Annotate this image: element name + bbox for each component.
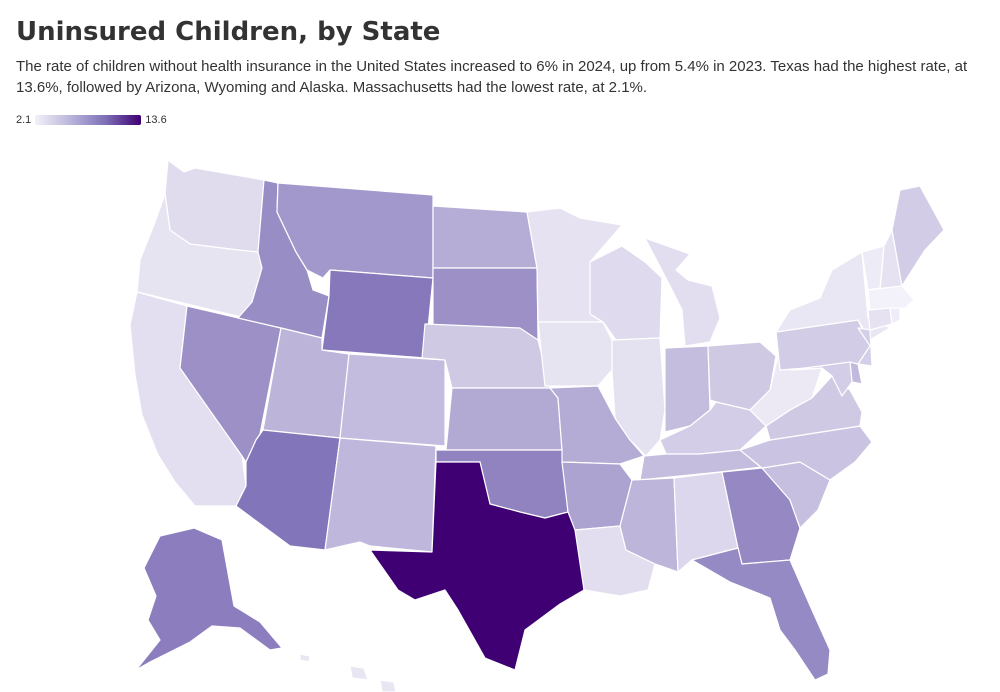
state-kansas[interactable] xyxy=(445,387,563,451)
state-maryland[interactable] xyxy=(789,361,853,397)
legend-max-label: 13.6 xyxy=(145,114,167,126)
state-missouri[interactable] xyxy=(549,385,645,465)
state-north-dakota[interactable] xyxy=(432,205,538,269)
state-rhode-island[interactable] xyxy=(889,307,901,325)
legend-min-label: 2.1 xyxy=(16,114,32,126)
state-florida[interactable] xyxy=(691,547,831,681)
state-colorado[interactable] xyxy=(339,353,446,447)
color-legend: 2.1 13.6 xyxy=(16,113,167,127)
state-massachusetts[interactable] xyxy=(867,285,915,311)
state-new-jersey[interactable] xyxy=(857,327,873,367)
page-subtitle: The rate of children without health insu… xyxy=(16,58,968,96)
state-new-mexico[interactable] xyxy=(324,437,437,553)
header: Uninsured Children, by State The rate of… xyxy=(16,14,986,98)
us-choropleth-map xyxy=(129,159,945,692)
page-title: Uninsured Children, by State xyxy=(16,17,441,47)
state-maine[interactable] xyxy=(891,185,945,287)
state-michigan[interactable] xyxy=(644,237,721,347)
state-texas[interactable] xyxy=(369,461,585,671)
state-wyoming[interactable] xyxy=(321,269,434,359)
legend-gradient-bar xyxy=(35,115,142,125)
state-alaska[interactable] xyxy=(135,527,283,671)
state-iowa[interactable] xyxy=(537,321,613,387)
state-hawaii[interactable] xyxy=(299,653,397,692)
